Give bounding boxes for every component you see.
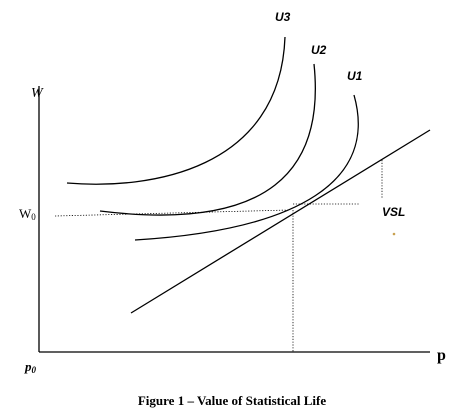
indifference-curve-u3 bbox=[66, 36, 286, 185]
p0-subscript: 0 bbox=[32, 365, 37, 375]
u2-label: U2 bbox=[311, 43, 327, 57]
marker-dot bbox=[392, 232, 396, 236]
x-axis-label: p bbox=[437, 347, 446, 364]
w0-subscript: 0 bbox=[31, 212, 36, 222]
indifference-curve-u2 bbox=[99, 63, 316, 216]
u1-label: U1 bbox=[347, 69, 363, 83]
indifference-curve-u1 bbox=[134, 94, 359, 241]
w0-tick-label: W0 bbox=[19, 206, 36, 222]
vsl-label: VSL bbox=[382, 205, 405, 219]
wage-risk-line bbox=[130, 129, 431, 314]
y-axis-label: W bbox=[31, 86, 44, 101]
p0-main: p bbox=[24, 359, 32, 374]
w0-main: W bbox=[19, 206, 32, 221]
figure-caption: Figure 1 – Value of Statistical Life bbox=[137, 393, 327, 408]
p0-origin-label: p0 bbox=[24, 359, 37, 375]
u3-label: U3 bbox=[275, 10, 291, 24]
